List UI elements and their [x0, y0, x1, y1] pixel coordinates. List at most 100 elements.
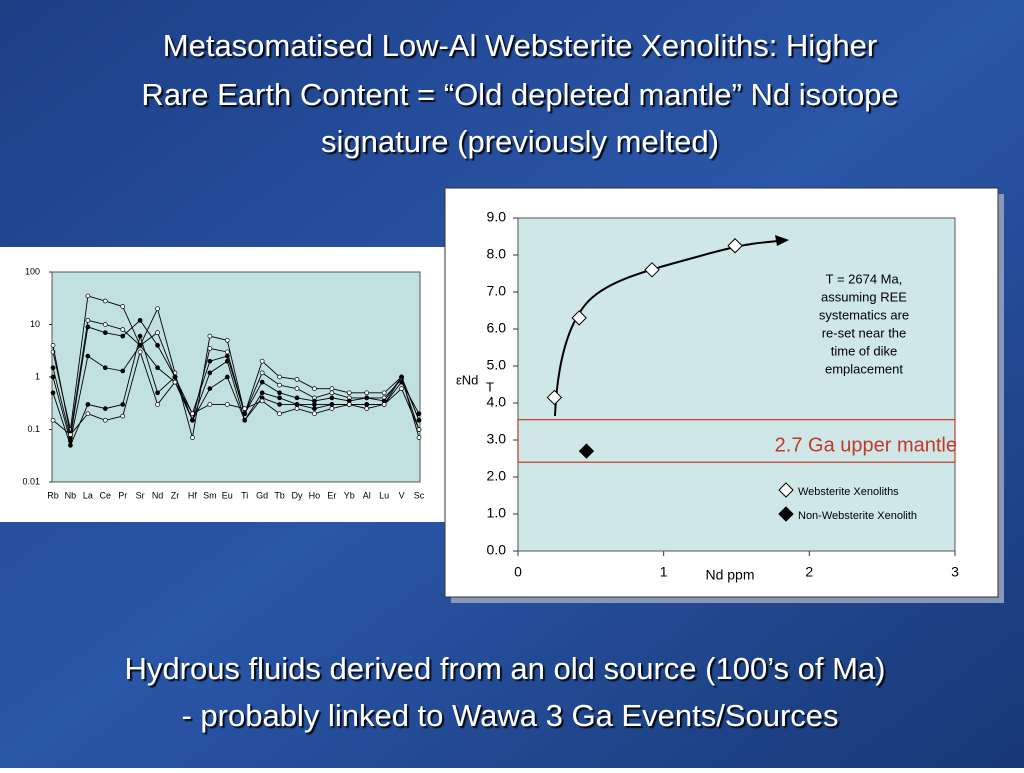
- data-point: [416, 427, 422, 432]
- data-point: [137, 343, 143, 348]
- x-tick-label: La: [83, 490, 93, 500]
- data-point: [120, 413, 126, 419]
- data-point: [381, 390, 387, 396]
- data-point: [190, 417, 195, 423]
- data-point: [85, 353, 91, 359]
- x-tick-label: Gd: [256, 490, 268, 500]
- scatter-chart: 0.0 1.0 2.0 3.0 4.0 5.0 6.0 7.0 8.0 9.0 0 1 2 3 Nd ppm…: [456, 209, 959, 583]
- data-point: [294, 395, 300, 401]
- data-point: [190, 411, 195, 417]
- data-point: [364, 390, 370, 396]
- y-tick-label: 9.0: [487, 209, 507, 225]
- data-point: [364, 406, 370, 411]
- data-point: [224, 337, 230, 343]
- data-point: [50, 343, 56, 348]
- data-point: [294, 406, 300, 411]
- data-point: [50, 365, 56, 371]
- data-point: [50, 374, 56, 380]
- data-point: [294, 402, 300, 407]
- data-point: [294, 377, 300, 382]
- x-tick-label: 3: [951, 564, 959, 580]
- data-point: [259, 370, 265, 376]
- x-tick-label: Tb: [274, 490, 285, 500]
- data-point: [207, 386, 213, 391]
- data-point: [416, 417, 422, 423]
- data-point: [364, 395, 370, 401]
- data-point: [364, 402, 370, 407]
- data-point: [120, 402, 126, 407]
- x-tick-label: Ho: [309, 490, 321, 500]
- band: [517, 419, 956, 463]
- data-point: [155, 343, 160, 348]
- data-point: [68, 442, 73, 448]
- footer-line: - probably linked to Wawa 3 Ga Events/So…: [181, 698, 838, 733]
- y-tick-label: 10: [30, 319, 40, 329]
- y-tick-label: 0.1: [27, 424, 40, 434]
- x-tick-label: Al: [363, 490, 371, 500]
- data-point: [85, 293, 91, 299]
- data-point: [277, 411, 282, 417]
- data-point: [259, 358, 265, 364]
- y-tick-label: 100: [25, 266, 40, 276]
- y-tick-label: 0.01: [22, 476, 40, 486]
- legend-label: Non-Websterite Xenolith: [798, 510, 917, 522]
- x-tick-label: Rb: [47, 490, 59, 500]
- x-tick-label: Yb: [344, 490, 355, 500]
- y-tick-label: 1.0: [487, 505, 507, 521]
- data-point: [224, 349, 230, 355]
- data-point: [155, 306, 160, 312]
- data-point: [312, 411, 317, 417]
- data-point: [277, 374, 282, 380]
- x-tick-label: Sm: [203, 490, 217, 500]
- data-point: [50, 390, 56, 396]
- x-tick-label: 0: [514, 564, 522, 580]
- series-line: [52, 319, 420, 438]
- data-point: [416, 411, 422, 417]
- data-point: [155, 330, 160, 335]
- data-point: [155, 390, 160, 396]
- data-point: [312, 386, 317, 391]
- data-point: [399, 374, 404, 380]
- data-point: [312, 402, 317, 407]
- data-point: [207, 358, 213, 364]
- x-tick-label: Ti: [241, 490, 248, 500]
- data-point: [85, 402, 91, 407]
- data-point: [571, 310, 587, 326]
- y-tick-label: 5.0: [487, 357, 507, 373]
- data-point: [224, 358, 230, 364]
- arrow-head: [775, 235, 789, 246]
- y-tick-label: 0.0: [487, 542, 507, 558]
- data-point: [102, 365, 108, 371]
- annotation-line: time of dike: [831, 343, 897, 358]
- data-point: [102, 330, 108, 335]
- data-point: [329, 395, 335, 401]
- data-point: [120, 327, 126, 332]
- series-line: [52, 350, 420, 436]
- y-tick-label: 1: [35, 371, 40, 381]
- data-point: [399, 386, 404, 391]
- x-tick-label: Pr: [118, 490, 127, 500]
- y-tick-label: 2.0: [487, 468, 507, 484]
- annotation-line: re-set near the: [822, 325, 907, 340]
- annotation-line: emplacement: [825, 361, 903, 376]
- x-tick-label: Hf: [188, 490, 197, 500]
- data-point: [50, 417, 56, 423]
- data-point: [277, 395, 282, 401]
- data-point: [137, 349, 143, 355]
- data-point: [329, 402, 335, 407]
- x-axis-label: Nd ppm: [705, 567, 754, 583]
- data-point: [259, 398, 265, 404]
- data-point: [224, 353, 230, 359]
- data-point: [155, 365, 160, 371]
- data-point: [329, 390, 335, 396]
- x-tick-label: Eu: [222, 490, 233, 500]
- data-point: [207, 346, 213, 351]
- data-point: [727, 238, 743, 254]
- data-point: [312, 406, 317, 411]
- y-axis-label: εNd: [456, 372, 478, 387]
- data-point: [416, 435, 422, 440]
- data-point: [294, 386, 300, 391]
- data-point: [120, 304, 126, 309]
- y-tick-label: 7.0: [487, 283, 507, 299]
